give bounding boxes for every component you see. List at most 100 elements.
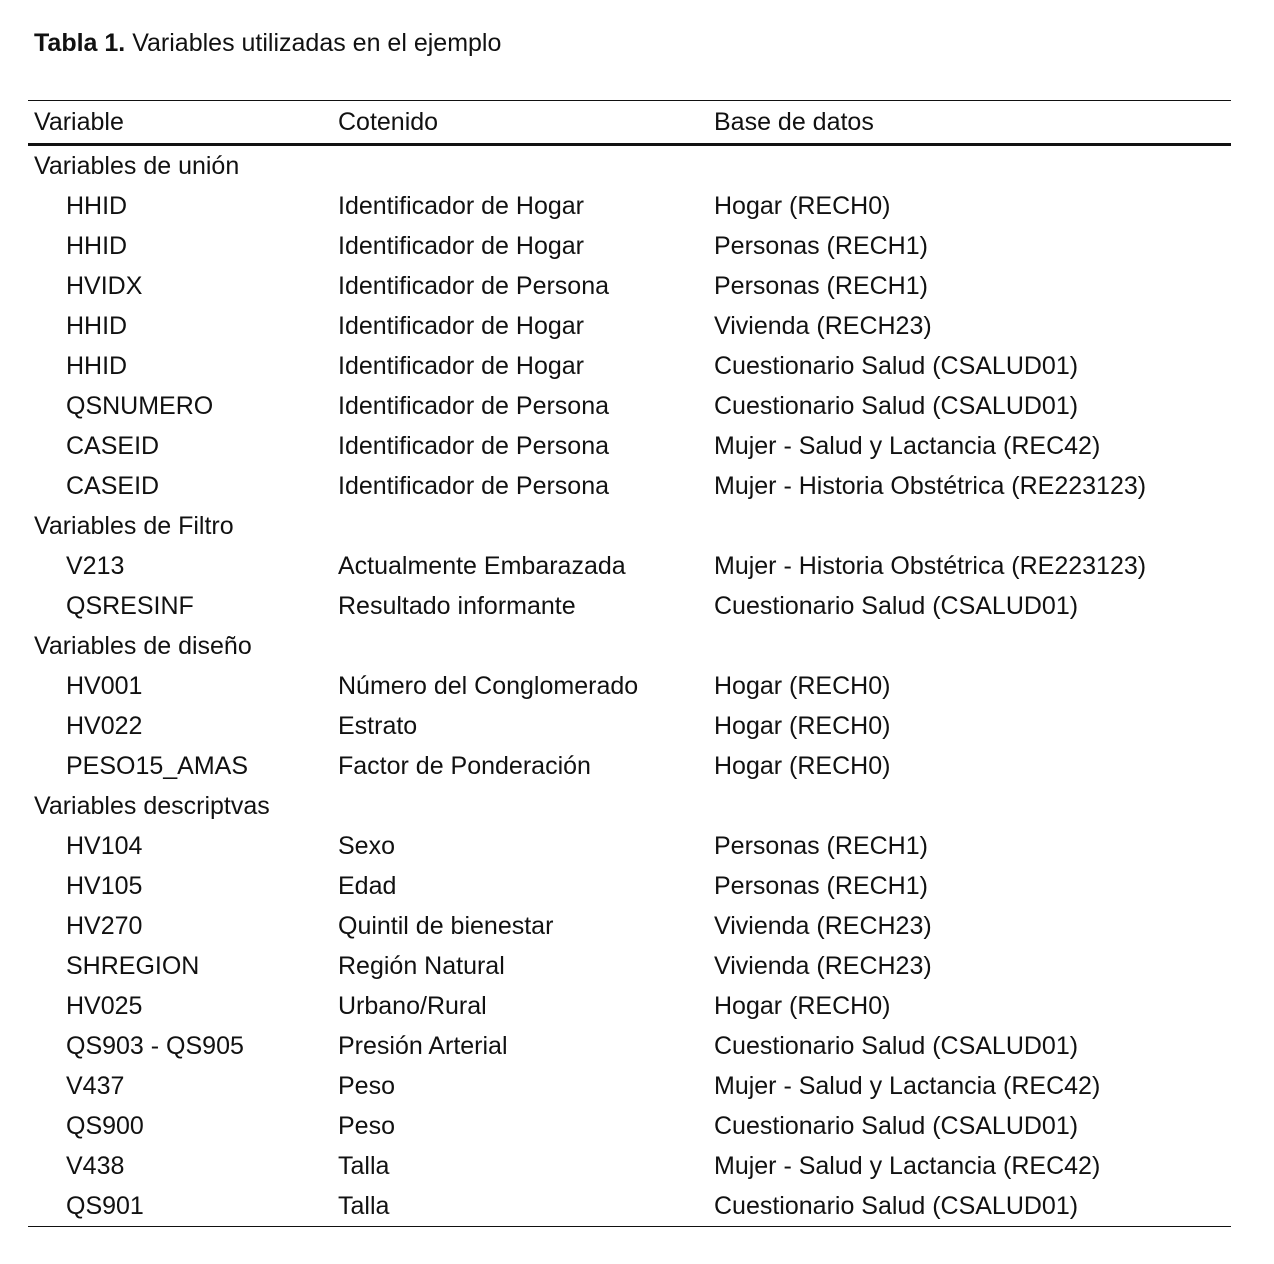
table-row: PESO15_AMAS Factor de Ponderación Hogar (R…	[28, 746, 1231, 786]
table-row: V437 Peso Mujer - Salud y Lactancia (REC42…	[28, 1066, 1231, 1106]
cell-contenido: Sexo	[338, 832, 395, 860]
cell-variable: HV025	[66, 992, 143, 1020]
cell-variable: V437	[66, 1072, 125, 1100]
cell-contenido: Identificador de Hogar	[338, 312, 584, 340]
cell-variable: HV001	[66, 672, 143, 700]
group-row: Variables de unión	[28, 146, 1231, 186]
cell-variable: V213	[66, 552, 125, 580]
cell-variable: HVIDX	[66, 272, 143, 300]
table-row: V213 Actualmente Embarazada Mujer - Histor…	[28, 546, 1231, 586]
table-row: HV270 Quintil de bienestar Vivienda (RECH2…	[28, 906, 1231, 946]
cell-variable: PESO15_AMAS	[66, 752, 249, 780]
cell-contenido: Urbano/Rural	[338, 992, 487, 1020]
cell-base-de-datos: Mujer - Historia Obstétrica (RE223123)	[714, 472, 1147, 500]
table-row: QSNUMERO Identificador de Persona Cuestion…	[28, 386, 1231, 426]
cell-base-de-datos: Cuestionario Salud (CSALUD01)	[714, 1112, 1079, 1140]
cell-contenido: Identificador de Persona	[338, 432, 610, 460]
cell-base-de-datos: Mujer - Salud y Lactancia (REC42)	[714, 432, 1101, 460]
cell-contenido: Identificador de Hogar	[338, 352, 584, 380]
caption-label: Tabla 1.	[34, 29, 126, 57]
variables-table: Variable Cotenido Base de datos Variable…	[28, 100, 1231, 1227]
cell-contenido: Talla	[338, 1192, 390, 1220]
group-row: Variables descriptvas	[28, 786, 1231, 826]
table-row: HV001 Número del Conglomerado Hogar (RECH0…	[28, 666, 1231, 706]
table-row: QS901 Talla Cuestionario Salud (CSALUD01)	[28, 1186, 1231, 1226]
table-row: HV105 Edad Personas (RECH1)	[28, 866, 1231, 906]
caption-text: Variables utilizadas en el ejemplo	[125, 29, 502, 57]
cell-variable: HV104	[66, 832, 143, 860]
cell-base-de-datos: Personas (RECH1)	[714, 872, 928, 900]
cell-base-de-datos: Hogar (RECH0)	[714, 672, 891, 700]
group-title: Variables de Filtro	[34, 512, 234, 540]
cell-base-de-datos: Personas (RECH1)	[714, 272, 928, 300]
cell-base-de-datos: Hogar (RECH0)	[714, 192, 891, 220]
cell-base-de-datos: Cuestionario Salud (CSALUD01)	[714, 352, 1079, 380]
cell-contenido: Edad	[338, 872, 397, 900]
table-row: HV022 Estrato Hogar (RECH0)	[28, 706, 1231, 746]
group-row: Variables de Filtro	[28, 506, 1231, 546]
table-row: HHID Identificador de Hogar Hogar (RECH0)	[28, 186, 1231, 226]
group-title: Variables de diseño	[34, 632, 252, 660]
table-row: V438 Talla Mujer - Salud y Lactancia (REC4…	[28, 1146, 1231, 1186]
table-row: QS900 Peso Cuestionario Salud (CSALUD01)	[28, 1106, 1231, 1146]
cell-variable: HHID	[66, 192, 128, 220]
table-row: QS903 - QS905 Presión Arterial Cuestionari…	[28, 1026, 1231, 1066]
table-caption: Tabla 1. Variables utilizadas en el ejem…	[34, 26, 501, 60]
cell-base-de-datos: Hogar (RECH0)	[714, 992, 891, 1020]
cell-contenido: Identificador de Persona	[338, 272, 610, 300]
cell-contenido: Identificador de Hogar	[338, 232, 584, 260]
cell-base-de-datos: Cuestionario Salud (CSALUD01)	[714, 1032, 1079, 1060]
cell-base-de-datos: Personas (RECH1)	[714, 832, 928, 860]
table-row: QSRESINF Resultado informante Cuestionario…	[28, 586, 1231, 626]
cell-base-de-datos: Vivienda (RECH23)	[714, 912, 932, 940]
table-row: CASEID Identificador de Persona Mujer - Hi…	[28, 466, 1231, 506]
cell-variable: V438	[66, 1152, 125, 1180]
cell-contenido: Factor de Ponderación	[338, 752, 591, 780]
cell-variable: CASEID	[66, 472, 160, 500]
cell-contenido: Identificador de Persona	[338, 472, 610, 500]
cell-base-de-datos: Vivienda (RECH23)	[714, 312, 932, 340]
cell-contenido: Quintil de bienestar	[338, 912, 554, 940]
cell-base-de-datos: Hogar (RECH0)	[714, 712, 891, 740]
table-row: CASEID Identificador de Persona Mujer - Sa…	[28, 426, 1231, 466]
cell-variable: QS901	[66, 1192, 144, 1220]
cell-contenido: Presión Arterial	[338, 1032, 508, 1060]
cell-base-de-datos: Personas (RECH1)	[714, 232, 928, 260]
cell-base-de-datos: Cuestionario Salud (CSALUD01)	[714, 1192, 1079, 1220]
table-row: SHREGION Región Natural Vivienda (RECH23)	[28, 946, 1231, 986]
cell-contenido: Peso	[338, 1112, 395, 1140]
cell-variable: QS903 - QS905	[66, 1032, 244, 1060]
table-top-rule	[28, 100, 1231, 101]
table-header-rule	[28, 143, 1231, 146]
table-row: HVIDX Identificador de Persona Personas (R…	[28, 266, 1231, 306]
cell-variable: QSNUMERO	[66, 392, 214, 420]
cell-contenido: Región Natural	[338, 952, 505, 980]
cell-variable: QSRESINF	[66, 592, 194, 620]
table-row: HHID Identificador de Hogar Vivienda (RECH…	[28, 306, 1231, 346]
cell-contenido: Número del Conglomerado	[338, 672, 639, 700]
cell-base-de-datos: Cuestionario Salud (CSALUD01)	[714, 392, 1079, 420]
cell-contenido: Actualmente Embarazada	[338, 552, 626, 580]
cell-variable: QS900	[66, 1112, 144, 1140]
table-header-row: Variable Cotenido Base de datos	[28, 101, 1231, 143]
cell-base-de-datos: Mujer - Salud y Lactancia (REC42)	[714, 1152, 1101, 1180]
group-title: Variables descriptvas	[34, 792, 270, 820]
cell-variable: HHID	[66, 352, 128, 380]
header-variable: Variable	[34, 108, 124, 136]
table-row: HHID Identificador de Hogar Cuestionario S…	[28, 346, 1231, 386]
table-row: HV104 Sexo Personas (RECH1)	[28, 826, 1231, 866]
cell-variable: CASEID	[66, 432, 160, 460]
cell-variable: SHREGION	[66, 952, 200, 980]
cell-base-de-datos: Cuestionario Salud (CSALUD01)	[714, 592, 1079, 620]
cell-contenido: Resultado informante	[338, 592, 576, 620]
cell-base-de-datos: Mujer - Historia Obstétrica (RE223123)	[714, 552, 1147, 580]
cell-base-de-datos: Hogar (RECH0)	[714, 752, 891, 780]
cell-contenido: Identificador de Hogar	[338, 192, 584, 220]
group-title: Variables de unión	[34, 152, 240, 180]
header-contenido: Cotenido	[338, 108, 439, 136]
table-bottom-rule	[28, 1226, 1231, 1227]
table-row: HV025 Urbano/Rural Hogar (RECH0)	[28, 986, 1231, 1026]
cell-base-de-datos: Vivienda (RECH23)	[714, 952, 932, 980]
cell-variable: HHID	[66, 232, 128, 260]
cell-contenido: Estrato	[338, 712, 418, 740]
